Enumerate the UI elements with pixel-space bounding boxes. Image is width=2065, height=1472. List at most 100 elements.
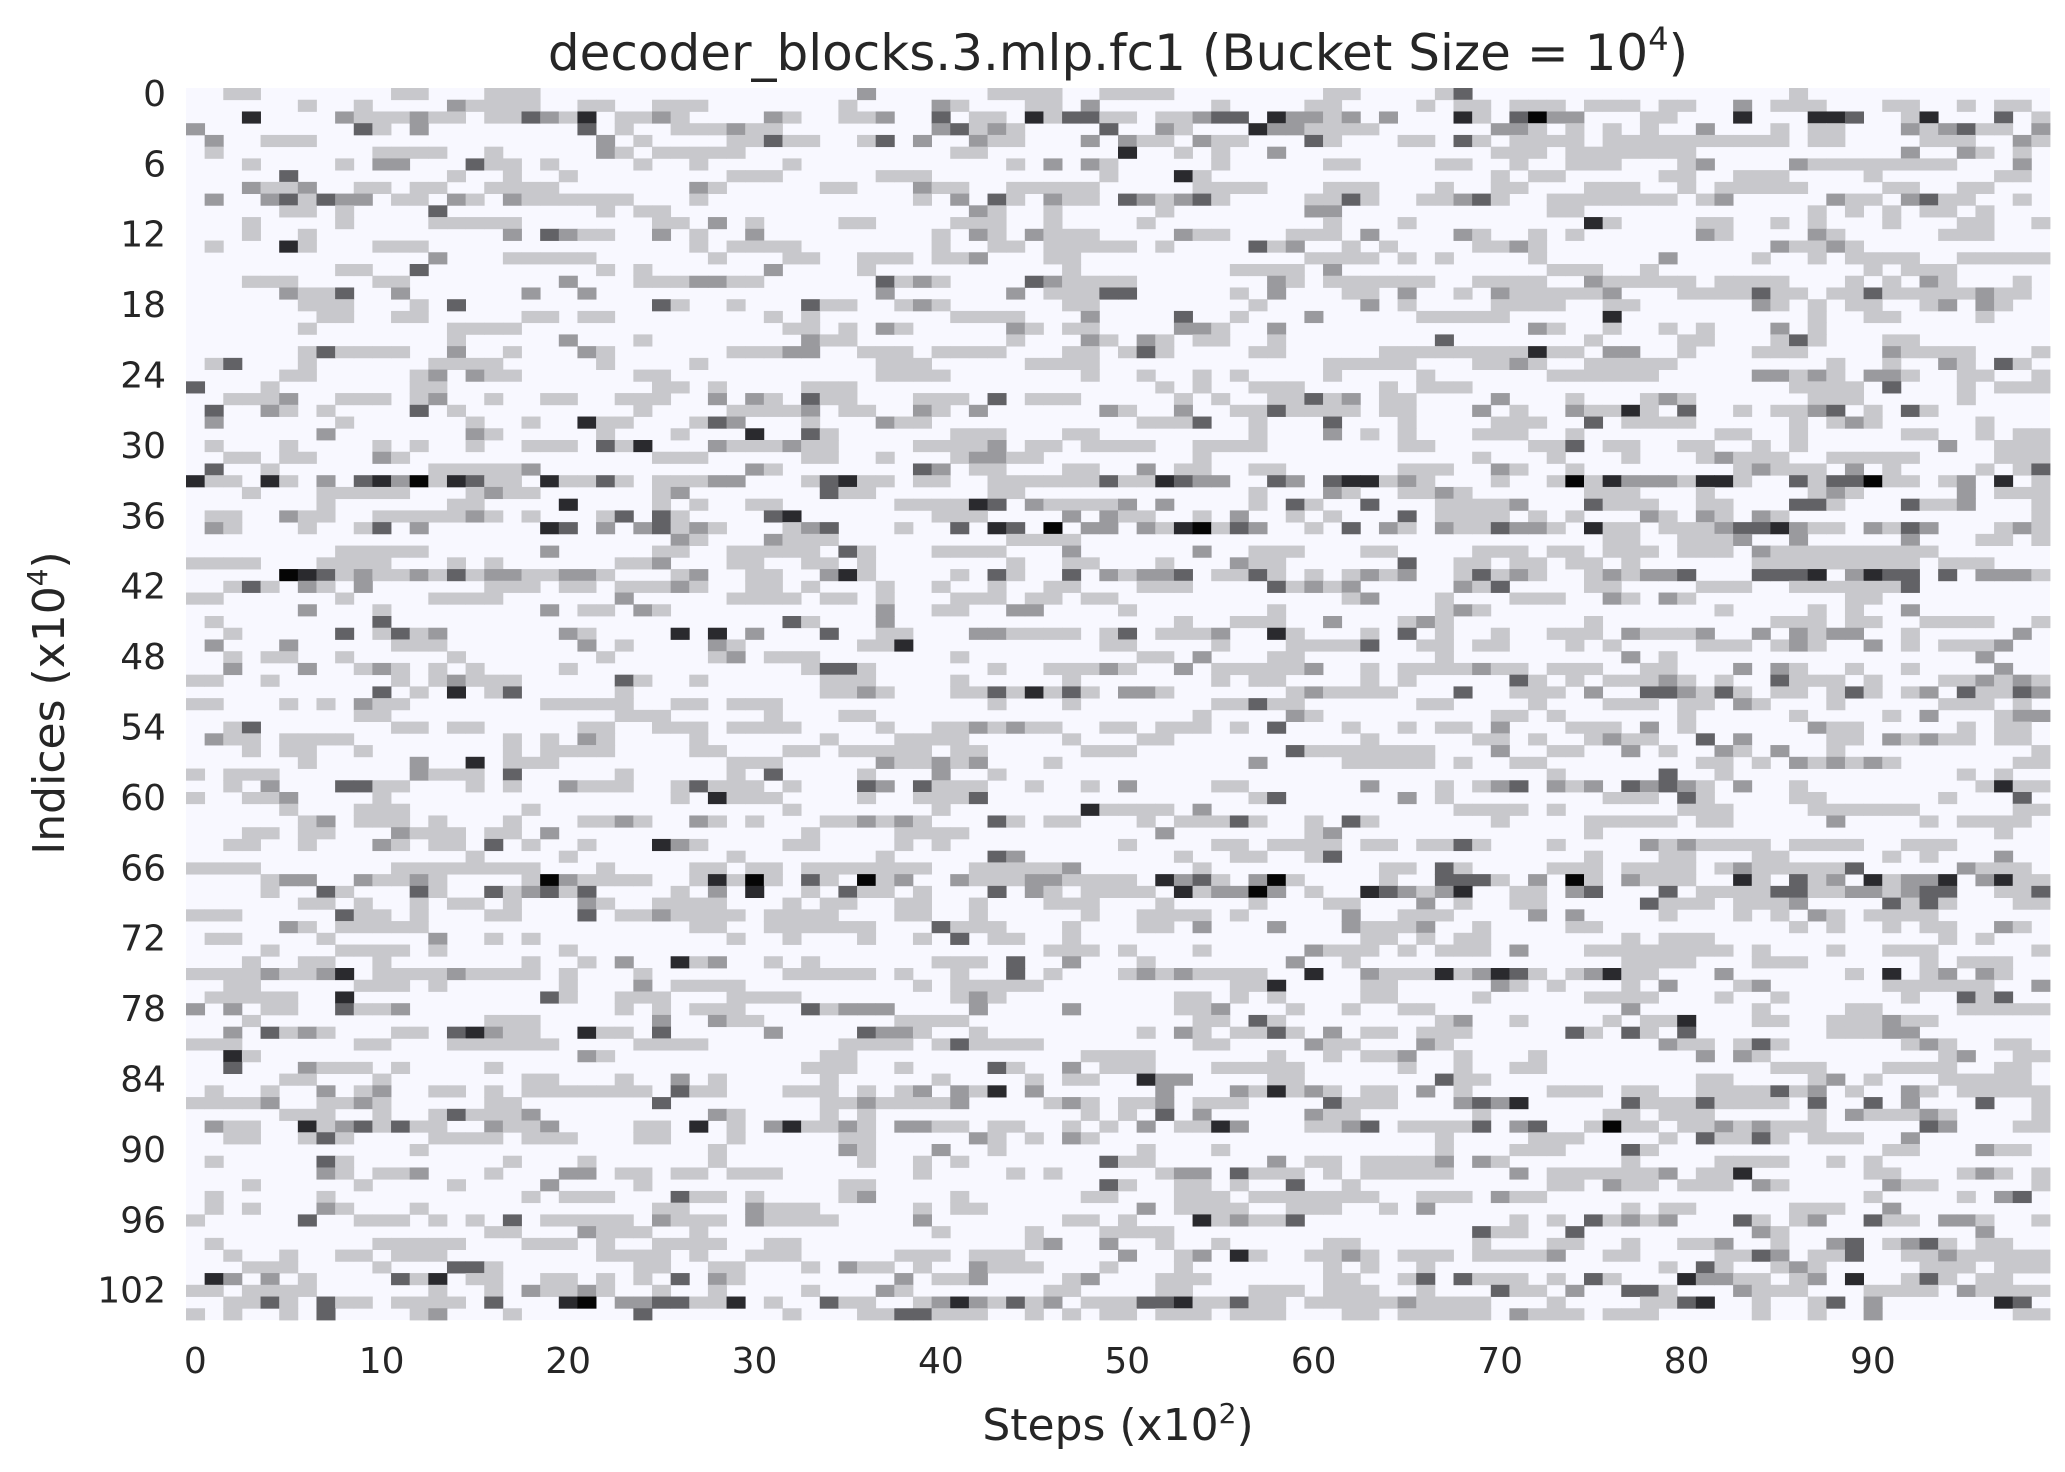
- heatmap-cell: [540, 1085, 560, 1098]
- heatmap-cell: [1453, 1073, 1473, 1086]
- heatmap-cell: [1565, 745, 1585, 758]
- heatmap-cell: [726, 416, 746, 429]
- heatmap-cell: [484, 369, 504, 382]
- heatmap-cell: [1863, 264, 1883, 277]
- heatmap-cell: [1080, 181, 1100, 194]
- heatmap-cell: [1658, 111, 1678, 124]
- heatmap-cell: [968, 686, 988, 699]
- heatmap-cell: [596, 428, 616, 441]
- heatmap-cell: [1136, 463, 1156, 476]
- heatmap-cell: [1695, 698, 1715, 711]
- heatmap-cell: [1248, 979, 1268, 992]
- heatmap-cell: [540, 733, 560, 746]
- heatmap-cell: [335, 1202, 355, 1215]
- heatmap-cell: [1509, 756, 1529, 769]
- heatmap-cell: [987, 721, 1007, 734]
- heatmap-cell: [1509, 1273, 1529, 1286]
- heatmap-cell: [1341, 123, 1361, 136]
- heatmap-cell: [1360, 627, 1380, 640]
- heatmap-cell: [1826, 1132, 1846, 1145]
- heatmap-cell: [1099, 111, 1119, 124]
- heatmap-cell: [1751, 545, 1771, 558]
- heatmap-cell: [502, 346, 522, 359]
- heatmap-cell: [1956, 99, 1976, 112]
- heatmap-cell: [894, 909, 914, 922]
- heatmap-cell: [763, 1214, 783, 1227]
- heatmap-cell: [1714, 604, 1734, 617]
- heatmap-cell: [1844, 111, 1864, 124]
- heatmap-cell: [1695, 885, 1715, 898]
- heatmap-cell: [1770, 956, 1790, 969]
- heatmap-cell: [1639, 545, 1659, 558]
- heatmap-cell: [950, 545, 970, 558]
- heatmap-cell: [782, 522, 802, 535]
- heatmap-cell: [1770, 134, 1790, 148]
- heatmap-cell: [1341, 240, 1361, 253]
- heatmap-cell: [279, 1261, 299, 1274]
- heatmap-cell: [596, 569, 616, 582]
- heatmap-cell: [652, 991, 672, 1004]
- heatmap-cell: [987, 193, 1007, 206]
- heatmap-cell: [1118, 1179, 1138, 1192]
- heatmap-cell: [652, 1120, 672, 1133]
- heatmap-cell: [279, 475, 299, 488]
- heatmap-cell: [446, 322, 466, 335]
- heatmap-cell: [1602, 592, 1622, 605]
- y-tick-label: 60: [120, 778, 166, 819]
- heatmap-cell: [1024, 357, 1044, 370]
- heatmap-cell: [1416, 1190, 1436, 1204]
- heatmap-cell: [316, 1190, 336, 1204]
- heatmap-cell: [652, 1014, 672, 1028]
- heatmap-cell: [1453, 1308, 1473, 1321]
- heatmap-cell: [726, 1108, 746, 1121]
- heatmap-cell: [502, 158, 522, 171]
- heatmap-cell: [1863, 158, 1883, 171]
- heatmap-cell: [1956, 557, 1976, 570]
- heatmap-cell: [987, 440, 1007, 453]
- heatmap-cell: [857, 1038, 877, 1051]
- heatmap-cell: [316, 475, 336, 488]
- heatmap-cell: [1248, 1085, 1268, 1098]
- heatmap-cell: [1882, 1144, 1902, 1157]
- heatmap-cell: [1434, 1038, 1454, 1051]
- heatmap-cell: [1621, 440, 1641, 453]
- heatmap-cell: [409, 1296, 429, 1309]
- heatmap-cell: [1770, 897, 1790, 910]
- heatmap-cell: [1546, 745, 1566, 758]
- heatmap-cell: [1528, 592, 1548, 605]
- heatmap-cell: [1733, 662, 1753, 676]
- heatmap-cell: [2031, 1003, 2051, 1016]
- heatmap-cell: [614, 440, 634, 453]
- heatmap-cell: [707, 1273, 727, 1286]
- heatmap-cell: [316, 404, 336, 417]
- heatmap-cell: [316, 1097, 336, 1110]
- heatmap-cell: [1453, 1097, 1473, 1110]
- heatmap-cell: [707, 979, 727, 992]
- heatmap-cell: [763, 651, 783, 664]
- heatmap-cell: [1360, 1284, 1380, 1297]
- heatmap-cell: [1956, 1190, 1976, 1204]
- heatmap-cell: [1826, 134, 1846, 148]
- heatmap-cell: [726, 557, 746, 570]
- heatmap-cell: [1882, 803, 1902, 816]
- heatmap-cell: [1584, 217, 1604, 230]
- heatmap-cell: [1994, 639, 2014, 652]
- heatmap-cell: [577, 1026, 597, 1039]
- heatmap-cell: [1826, 158, 1846, 171]
- heatmap-cell: [1789, 627, 1809, 640]
- heatmap-cell: [931, 240, 951, 253]
- heatmap-cell: [1621, 1308, 1641, 1321]
- heatmap-cell: [1602, 721, 1622, 734]
- heatmap-cell: [521, 1237, 541, 1250]
- heatmap-cell: [1863, 252, 1883, 265]
- heatmap-cell: [1341, 275, 1361, 288]
- heatmap-cell: [279, 440, 299, 453]
- heatmap-cell: [1528, 1308, 1548, 1321]
- heatmap-cell: [260, 944, 280, 957]
- heatmap-cell: [1229, 780, 1249, 793]
- heatmap-cell: [446, 510, 466, 523]
- heatmap-cell: [1733, 897, 1753, 910]
- heatmap-cell: [1136, 956, 1156, 969]
- heatmap-cell: [1751, 522, 1771, 535]
- heatmap-cell: [1472, 346, 1492, 359]
